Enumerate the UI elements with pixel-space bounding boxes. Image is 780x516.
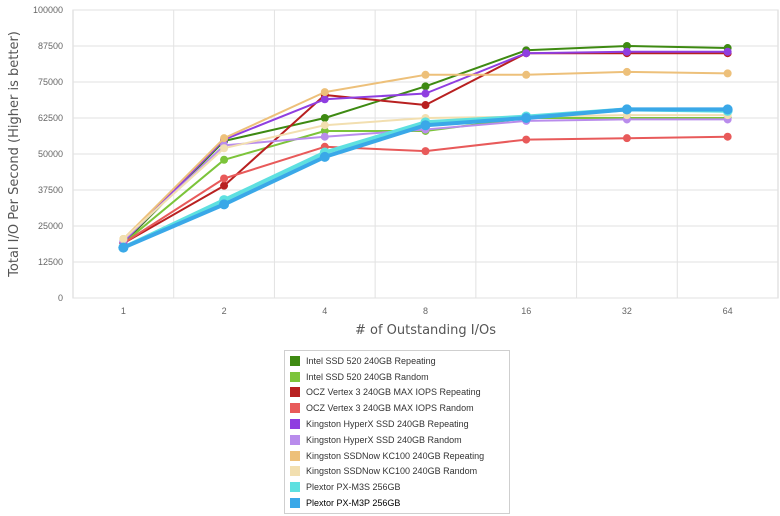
gridlines: [73, 9, 778, 299]
legend-label: Plextor PX-M3S 256GB: [306, 482, 401, 493]
data-point: [220, 174, 229, 183]
legend-swatch: [290, 498, 300, 509]
x-tick-label: 16: [521, 306, 531, 316]
data-point: [522, 70, 531, 79]
x-tick-label: 8: [423, 306, 428, 316]
y-tick-label: 75000: [38, 77, 63, 87]
data-point: [220, 134, 229, 143]
y-tick-label: 50000: [38, 149, 63, 159]
series-lines: [118, 42, 733, 253]
legend-item[interactable]: OCZ Vertex 3 240GB MAX IOPS Random: [285, 400, 509, 416]
line-chart: 0 12500 25000 37500 50000 62500 75000 87500 1000…: [7, 5, 779, 338]
data-point: [622, 67, 631, 76]
data-point: [723, 69, 732, 78]
legend-label: Kingston SSDNow KC100 240GB Random: [306, 466, 478, 477]
data-point: [522, 49, 531, 58]
data-point: [421, 147, 430, 156]
legend-item[interactable]: Kingston HyperX SSD 240GB Random: [285, 432, 509, 448]
data-point: [522, 135, 531, 144]
data-point: [421, 101, 430, 110]
y-tick-label: 62500: [38, 113, 63, 123]
y-tick-label: 87500: [38, 41, 63, 51]
x-tick-label: 64: [723, 306, 733, 316]
y-tick-label: 0: [58, 293, 63, 303]
x-tick-label: 1: [121, 306, 126, 316]
legend-swatch: [290, 466, 300, 477]
data-point: [220, 155, 229, 164]
data-point: [421, 70, 430, 79]
data-point: [622, 47, 631, 56]
data-point: [319, 151, 330, 162]
data-point: [320, 126, 329, 135]
legend-item[interactable]: Kingston SSDNow KC100 240GB Repeating: [285, 448, 509, 464]
y-tick-label: 37500: [38, 185, 63, 195]
data-point: [421, 82, 430, 91]
y-axis-ticks: 0 12500 25000 37500 50000 62500 75000 87500 1000…: [33, 5, 63, 303]
legend-label: OCZ Vertex 3 240GB MAX IOPS Random: [306, 403, 474, 414]
legend-label: Kingston HyperX SSD 240GB Repeating: [306, 419, 469, 430]
x-axis-label: # of Outstanding I/Os: [355, 323, 496, 338]
data-point: [622, 134, 631, 143]
data-point: [722, 104, 733, 115]
data-point: [420, 120, 431, 131]
legend-label: OCZ Vertex 3 240GB MAX IOPS Repeating: [306, 387, 481, 398]
y-axis-label: Total I/O Per Second (Higher is better): [7, 31, 22, 278]
legend-swatch: [290, 434, 300, 445]
legend-swatch: [290, 419, 300, 430]
data-point: [119, 234, 128, 243]
data-point: [521, 113, 532, 123]
series-4: [119, 132, 732, 248]
legend-swatch: [290, 387, 300, 398]
x-tick-label: 32: [622, 306, 632, 316]
legend-swatch: [290, 355, 300, 366]
legend: Intel SSD 520 240GB Repeating Intel SSD 5…: [284, 350, 510, 514]
legend-item[interactable]: Intel SSD 520 240GB Repeating: [285, 353, 509, 369]
data-point: [723, 47, 732, 56]
data-point: [220, 144, 229, 153]
data-point: [320, 132, 329, 141]
legend-item[interactable]: Kingston HyperX SSD 240GB Repeating: [285, 416, 509, 432]
legend-item[interactable]: Kingston SSDNow KC100 240GB Random: [285, 464, 509, 480]
y-tick-label: 12500: [38, 257, 63, 267]
legend-label: Kingston HyperX SSD 240GB Random: [306, 434, 462, 445]
data-point: [320, 88, 329, 97]
series-10: [118, 104, 733, 253]
data-point: [320, 121, 329, 130]
legend-item[interactable]: Intel SSD 520 240GB Random: [285, 369, 509, 385]
x-axis-ticks: 1 2 4 8 16 32 64: [121, 306, 733, 316]
data-point: [220, 181, 229, 190]
legend-label: Plextor PX-M3P 256GB: [306, 498, 401, 509]
data-point: [118, 242, 129, 253]
data-point: [320, 114, 329, 122]
data-point: [621, 104, 632, 115]
legend-item[interactable]: Plextor PX-M3S 256GB: [285, 479, 509, 495]
data-point: [622, 42, 631, 50]
legend-label: Intel SSD 520 240GB Repeating: [306, 355, 436, 366]
data-point: [320, 95, 329, 104]
legend-item[interactable]: OCZ Vertex 3 240GB MAX IOPS Repeating: [285, 385, 509, 401]
legend-swatch: [290, 403, 300, 414]
y-tick-label: 25000: [38, 221, 63, 231]
data-point: [421, 89, 430, 98]
legend-item[interactable]: Plextor PX-M3P 256GB: [285, 495, 509, 511]
legend-swatch: [290, 371, 300, 382]
data-point: [219, 199, 230, 210]
legend-label: Kingston SSDNow KC100 240GB Repeating: [306, 450, 485, 461]
x-tick-label: 2: [222, 306, 227, 316]
x-tick-label: 4: [322, 306, 327, 316]
legend-swatch: [290, 450, 300, 461]
legend-label: Intel SSD 520 240GB Random: [306, 371, 429, 382]
data-point: [723, 132, 732, 141]
y-tick-label: 100000: [33, 5, 63, 15]
legend-swatch: [290, 482, 300, 493]
